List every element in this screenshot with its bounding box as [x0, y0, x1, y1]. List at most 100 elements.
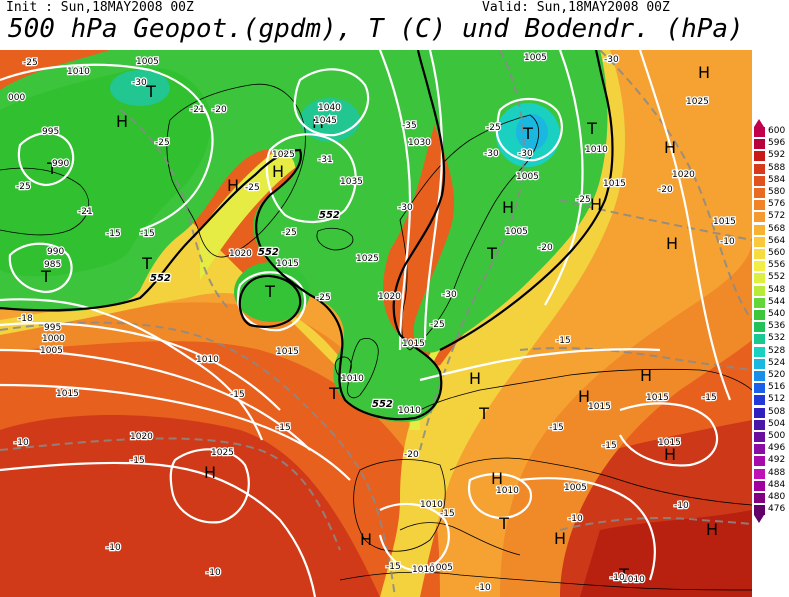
- temperature-label: -18: [18, 314, 33, 324]
- isobar-label: 1025: [686, 97, 709, 107]
- legend-row: 524: [754, 358, 789, 369]
- low-pressure-marker: T: [40, 267, 51, 286]
- legend-row: 564: [754, 235, 789, 247]
- temperature-label: -15: [230, 390, 245, 400]
- isobar-label: 1015: [276, 259, 299, 269]
- contour-552: [0, 50, 614, 421]
- isobar-label: 995: [42, 127, 59, 137]
- legend-row: 596: [754, 138, 789, 150]
- legend-label: 540: [768, 309, 786, 319]
- legend-row: 580: [754, 187, 789, 198]
- high-pressure-marker: H: [469, 369, 481, 388]
- low-pressure-marker: T: [478, 404, 489, 423]
- coast-iceland: [316, 227, 354, 251]
- field-red-sw: [0, 415, 380, 597]
- isobar-label: 1010: [398, 406, 421, 416]
- legend-label: 488: [768, 467, 786, 478]
- temperature-label: -25: [23, 58, 38, 68]
- legend-row: 492: [754, 455, 789, 467]
- field-red-sse: [580, 510, 752, 597]
- isobar-label: 1015: [603, 179, 626, 189]
- temperature-label: -20: [538, 243, 553, 253]
- legend-swatch: [754, 297, 765, 308]
- legend-label: 480: [768, 492, 786, 502]
- legend-swatch: [754, 383, 765, 394]
- temperature-label: -30: [484, 149, 499, 159]
- low-pressure-marker: T: [145, 82, 156, 101]
- legend-row: 600: [754, 126, 789, 137]
- low-pressure-marker: T: [486, 244, 497, 263]
- init-time: Init : Sun,18MAY2008 00Z: [6, 0, 194, 15]
- legend-swatch: [754, 371, 765, 381]
- legend-label: 600: [768, 126, 786, 136]
- isobar-label: 1010: [622, 575, 645, 585]
- isobar-label: 1045: [314, 116, 337, 126]
- isobar-label: 1040: [318, 103, 341, 113]
- legend-label: 572: [768, 211, 786, 222]
- header: Init : Sun,18MAY2008 00Z Valid: Sun,18MA…: [0, 0, 789, 50]
- legend-swatch: [754, 224, 765, 235]
- legend-label: 532: [768, 333, 786, 344]
- field-light-orange: [0, 50, 752, 597]
- temperature-label: -30: [604, 55, 619, 65]
- isobar-label: 1025: [356, 254, 379, 264]
- temperature-label: -25: [245, 183, 260, 193]
- temperature-label: -15: [130, 456, 145, 466]
- temperature-label: -20: [658, 185, 673, 195]
- coast-greenland: [166, 83, 306, 258]
- legend-label: 496: [768, 443, 786, 454]
- temperature-label: -10: [610, 573, 625, 583]
- legend-swatch: [754, 139, 765, 150]
- temperature-label: -15: [602, 441, 617, 451]
- legend-row: 588: [754, 163, 789, 174]
- legend-row: 592: [754, 150, 789, 162]
- legend-swatch: [754, 334, 765, 345]
- isobar-label: 1010: [412, 565, 435, 575]
- temperature-label: -25: [316, 293, 331, 303]
- isobar-label: 1000: [42, 334, 65, 344]
- high-pressure-marker: H: [360, 530, 372, 549]
- legend-row: 584: [754, 175, 789, 186]
- temperature-label: -10: [674, 501, 689, 511]
- isobar-label: 1015: [402, 339, 425, 349]
- high-pressure-marker: H: [312, 113, 324, 132]
- isobar-label: 1010: [585, 145, 608, 155]
- legend-bottom-arrow: [754, 515, 764, 524]
- high-pressure-marker: H: [664, 138, 676, 157]
- temperature-label: -25: [576, 195, 591, 205]
- legend-row: 540: [754, 309, 789, 320]
- contour-552-labels: 552 552 552 552: [149, 209, 394, 411]
- legend-label: 564: [768, 235, 786, 246]
- legend-swatch: [754, 212, 765, 223]
- legend-row: 528: [754, 346, 789, 357]
- legend-row: 488: [754, 467, 789, 479]
- isobar-label: 1015: [276, 347, 299, 357]
- isobar-label: 1010: [420, 500, 443, 510]
- temperature-label: -15: [556, 336, 571, 346]
- isobar-label: 1015: [56, 389, 79, 399]
- high-pressure-marker: H: [666, 234, 678, 253]
- isobar-label: 1015: [588, 402, 611, 412]
- temperature-label: -15: [702, 393, 717, 403]
- legend-swatch: [754, 200, 765, 211]
- coastlines: [0, 83, 752, 591]
- coast-north-africa: [339, 571, 752, 591]
- temperature-label: -10: [568, 514, 583, 524]
- temperature-label: -15: [386, 562, 401, 572]
- legend-row: 532: [754, 333, 789, 345]
- legend-swatch: [754, 322, 765, 333]
- high-pressure-marker: H: [227, 176, 239, 195]
- temperature-label: -31: [318, 155, 333, 165]
- temperature-label: -25: [282, 228, 297, 238]
- temperature-label: -30: [398, 203, 413, 213]
- legend-row: 476: [754, 504, 789, 516]
- isobar-label: 1005: [40, 346, 63, 356]
- field-green-nw: [0, 67, 211, 277]
- legend-swatch: [754, 127, 765, 137]
- legend-swatch: [754, 249, 765, 259]
- isobar-label: 000: [8, 93, 25, 103]
- low-pressure-marker: T: [264, 282, 275, 301]
- legend-row: 516: [754, 382, 789, 394]
